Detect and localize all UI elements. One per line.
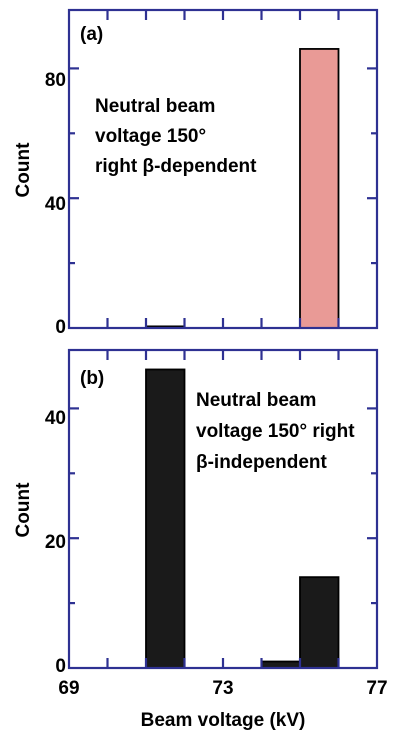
panel-b-label: (b) bbox=[80, 368, 104, 389]
panel-b-ytick-label-0: 0 bbox=[55, 656, 66, 677]
panel-a-ytick-label-0: 0 bbox=[55, 317, 66, 338]
panel-a-bar-75-76 bbox=[299, 48, 340, 329]
xtick-label-73: 73 bbox=[212, 678, 233, 699]
xaxis-label: Beam voltage (kV) bbox=[141, 710, 306, 731]
panel-b: (b) Neutral beam voltage 150° right β-in… bbox=[13, 348, 379, 677]
panel-a-ytick-label-80: 80 bbox=[45, 70, 66, 91]
panel-b-ytick-label-40: 40 bbox=[45, 408, 66, 429]
xtick-label-69: 69 bbox=[58, 678, 79, 699]
xtick-label-77: 77 bbox=[366, 678, 387, 699]
panel-a: (a) Neutral beam voltage 150° right β-de… bbox=[13, 8, 379, 338]
panel-a-annotation-line-1: Neutral beam bbox=[95, 96, 215, 117]
panel-b-ticks bbox=[69, 350, 377, 668]
panel-a-annotation-line-2: voltage 150° bbox=[95, 126, 206, 147]
panel-a-ytick-label-40: 40 bbox=[45, 194, 66, 215]
panel-a-ticks bbox=[69, 10, 377, 328]
panel-b-ytick-label-20: 20 bbox=[45, 532, 66, 553]
panel-b-bar-71-72 bbox=[145, 368, 186, 669]
panel-b-bars bbox=[145, 368, 340, 669]
panel-b-annotation-line-3: β-independent bbox=[196, 452, 328, 473]
panel-b-bar-75-76 bbox=[299, 576, 340, 669]
panel-b-annotation-line-2: voltage 150° right bbox=[196, 421, 355, 442]
panel-a-ylabel: Count bbox=[13, 142, 34, 198]
panel-a-label: (a) bbox=[80, 24, 103, 45]
panel-b-annotation-line-1: Neutral beam bbox=[196, 390, 316, 411]
panel-a-bars bbox=[145, 48, 340, 329]
panel-a-annotation-line-3: right β-dependent bbox=[95, 156, 257, 177]
panel-b-ylabel: Count bbox=[13, 482, 34, 538]
